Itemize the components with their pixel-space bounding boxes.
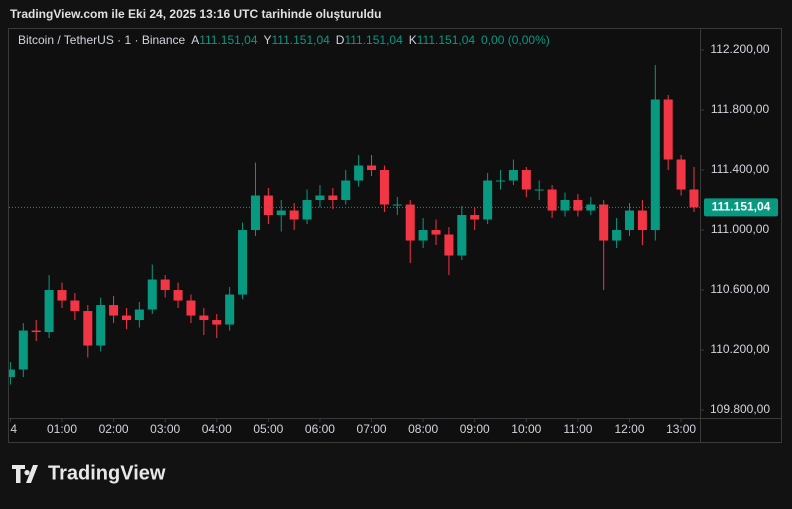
candle-body <box>521 170 531 190</box>
y-tick-label: 110.600,00 <box>710 282 769 296</box>
candle-body <box>302 200 312 220</box>
x-tick-label: 11:00 <box>563 422 592 436</box>
candle-body <box>276 210 286 216</box>
legend-value: 111.151,04 <box>417 33 476 47</box>
candle-body <box>212 320 222 325</box>
candle-body <box>689 189 699 208</box>
candle-body <box>18 330 28 370</box>
candle-body <box>70 300 80 312</box>
chart-panel <box>8 28 782 443</box>
legend-key: A <box>191 33 199 47</box>
candle-body <box>328 195 338 201</box>
candle-body <box>650 99 660 231</box>
candle-body <box>134 309 144 321</box>
candle-body <box>392 204 402 206</box>
candle-body <box>573 200 583 211</box>
candle-body <box>109 305 119 316</box>
candle-body <box>31 330 41 333</box>
last-price-label: 111.151,04 <box>712 200 771 214</box>
candle-body <box>547 189 557 211</box>
candle-body <box>147 279 157 310</box>
x-tick-label: 08:00 <box>408 422 438 436</box>
candle-body <box>173 290 183 301</box>
candle-body <box>121 315 131 321</box>
candle-body <box>83 311 93 346</box>
candle-body <box>225 294 235 325</box>
y-tick-label: 111.400,00 <box>711 162 770 176</box>
candle-body <box>44 290 54 333</box>
candle-body <box>534 189 544 191</box>
x-tick-label: 07:00 <box>357 422 387 436</box>
candle-body <box>560 200 570 211</box>
legend-symbol: Bitcoin / TetherUS · 1 · Binance <box>18 33 186 47</box>
candle-body <box>599 204 609 241</box>
candle-body <box>418 230 428 241</box>
candle-body <box>96 305 106 346</box>
candle-body <box>250 195 260 231</box>
candle-body <box>160 279 170 291</box>
x-tick-label: 01:00 <box>47 422 77 436</box>
x-tick-label: 06:00 <box>305 422 335 436</box>
x-tick-label: 03:00 <box>150 422 180 436</box>
y-tick-label: 111.800,00 <box>711 102 770 116</box>
x-tick-label: 05:00 <box>253 422 283 436</box>
x-tick-label: 10:00 <box>511 422 541 436</box>
candle-body <box>431 230 441 235</box>
candle-body <box>444 234 454 256</box>
candle-body <box>379 170 389 205</box>
brand: TradingView <box>12 462 166 484</box>
last-price-tag <box>704 198 778 217</box>
candle-body <box>367 165 377 171</box>
candle-body <box>496 180 506 182</box>
legend-key: Y <box>264 33 272 47</box>
legend-value: 111.151,04 <box>344 33 403 47</box>
legend-value: 111.151,04 <box>199 33 258 47</box>
candle-body <box>508 170 518 181</box>
candle-body <box>289 210 299 220</box>
candle-body <box>483 180 493 220</box>
candle-body <box>637 210 647 231</box>
candle-body <box>676 159 686 190</box>
y-tick-label: 110.200,00 <box>710 342 769 356</box>
candle-body <box>624 210 635 231</box>
candle-body <box>238 230 248 295</box>
candle-body <box>663 99 673 160</box>
x-tick-label: 04:00 <box>202 422 232 436</box>
candle-body <box>405 204 415 241</box>
legend-key: D <box>336 33 345 47</box>
candle-body <box>199 315 209 321</box>
legend-change: 0,00 (0,00%) <box>481 33 550 47</box>
candle-body <box>341 180 351 201</box>
candle-body <box>9 369 15 378</box>
y-tick-label: 111.000,00 <box>711 222 770 236</box>
legend-value: 111.151,04 <box>272 33 331 47</box>
x-tick-label: 02:00 <box>99 422 129 436</box>
brand-name: TradingView <box>48 462 166 484</box>
candle-body <box>354 165 364 181</box>
x-tick-label: 4 <box>10 422 17 436</box>
candle-body <box>263 195 273 216</box>
candle-body <box>586 204 596 211</box>
header-title: TradingView.com ile Eki 24, 2025 13:16 U… <box>10 7 381 21</box>
candle-body <box>315 195 325 201</box>
plot-area <box>9 65 699 385</box>
candle-body <box>457 215 467 256</box>
candle-body <box>612 230 622 241</box>
x-tick-label: 12:00 <box>614 422 644 436</box>
brand-logo <box>12 465 38 483</box>
candle-body <box>470 215 480 220</box>
candle-body <box>186 300 196 316</box>
y-tick-label: 112.200,00 <box>710 42 769 56</box>
candle-body <box>57 290 67 301</box>
y-tick-label: 109.800,00 <box>710 402 770 416</box>
legend-key: K <box>409 33 417 47</box>
x-tick-label: 13:00 <box>666 422 696 436</box>
x-tick-label: 09:00 <box>460 422 490 436</box>
